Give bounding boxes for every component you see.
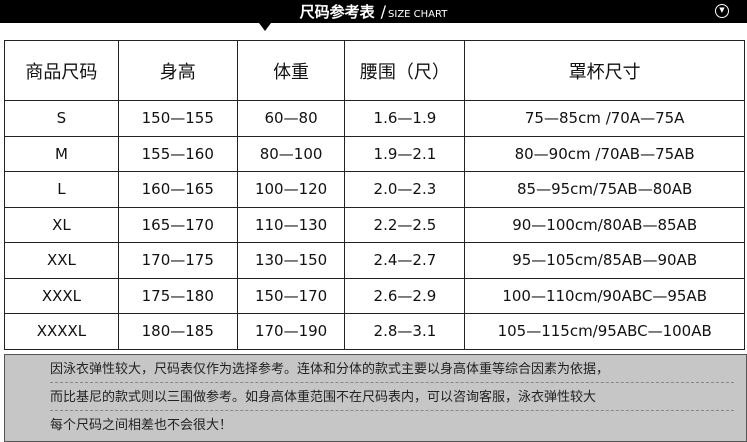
table-cell: S	[4, 100, 119, 137]
table-row: XXXXL 180—185 170—190 2.8—3.1 105—115cm/95AB…	[4, 313, 745, 350]
table-row: XXXL 175—180 150—170 2.6—2.9 100—110cm/90ABC…	[4, 277, 745, 314]
column-header: 腰围（尺）	[344, 40, 466, 101]
page-subtitle: SIZE CHART	[388, 9, 448, 20]
table-cell: 100—120	[236, 171, 346, 208]
note-line: 而比基尼的款式则以三围做参考。如身高体重范围不在尺码表内，可以咨询客服，泳衣弹性…	[50, 383, 734, 411]
table-cell: L	[4, 171, 119, 208]
column-header: 罩杯尺寸	[464, 40, 745, 101]
table-cell: 85—95cm/75AB—80AB	[464, 171, 745, 208]
page-title: 尺码参考表	[299, 3, 375, 21]
table-row: XL 165—170 110—130 2.2—2.5 90—100cm/80AB—85A…	[4, 206, 745, 243]
title-notch	[259, 23, 271, 31]
column-header: 体重	[236, 40, 346, 101]
table-cell: XXL	[4, 242, 119, 279]
table-cell: M	[4, 135, 119, 172]
table-cell: 165—170	[117, 206, 238, 243]
table-cell: 80—90cm /70AB—75AB	[464, 135, 745, 172]
table-cell: 2.2—2.5	[344, 206, 466, 243]
table-cell: 150—155	[117, 100, 238, 137]
table-cell: 1.9—2.1	[344, 135, 466, 172]
title-bar: 尺码参考表 / SIZE CHART	[0, 0, 747, 23]
table-cell: 2.8—3.1	[344, 313, 466, 350]
table-cell: 160—165	[117, 171, 238, 208]
table-cell: 100—110cm/90ABC—95AB	[464, 277, 745, 314]
table-cell: 110—130	[236, 206, 346, 243]
table-cell: 170—190	[236, 313, 346, 350]
table-cell: 95—105cm/85AB—90AB	[464, 242, 745, 279]
table-cell: 2.4—2.7	[344, 242, 466, 279]
table-row: S 150—155 60—80 1.6—1.9 75—85cm /70A—75A	[4, 100, 745, 137]
note-line: 每个尺码之间相差也不会很大！	[50, 418, 233, 433]
table-cell: 170—175	[117, 242, 238, 279]
table-row: L 160—165 100—120 2.0—2.3 85—95cm/75AB—80AB	[4, 171, 745, 208]
table-cell: 130—150	[236, 242, 346, 279]
chevron-down-circle-icon[interactable]: ▼	[715, 4, 729, 18]
table-cell: 90—100cm/80AB—85AB	[464, 206, 745, 243]
table-row: M 155—160 80—100 1.9—2.1 80—90cm /70AB—75AB	[4, 135, 745, 172]
table-cell: 105—115cm/95ABC—100AB	[464, 313, 745, 350]
column-header: 身高	[117, 40, 238, 101]
table-cell: 175—180	[117, 277, 238, 314]
table-cell: 1.6—1.9	[344, 100, 466, 137]
table-cell: 2.0—2.3	[344, 171, 466, 208]
table-cell: 180—185	[117, 313, 238, 350]
table-cell: 2.6—2.9	[344, 277, 466, 314]
table-cell: XXXXL	[4, 313, 119, 350]
table-cell: 75—85cm /70A—75A	[464, 100, 745, 137]
table-cell: 150—170	[236, 277, 346, 314]
title-slash: /	[380, 2, 387, 21]
table-cell: XXXL	[4, 277, 119, 314]
table-cell: 60—80	[236, 100, 346, 137]
size-table: 商品尺码 身高 体重 腰围（尺） 罩杯尺寸 S 150—155 60—80 1.6—1.9 75—…	[4, 40, 745, 350]
header-row: 商品尺码 身高 体重 腰围（尺） 罩杯尺寸	[4, 40, 745, 101]
table-cell: XL	[4, 206, 119, 243]
note-line: 因泳衣弹性较大，尺码表仅作为选择参考。连体和分体的款式主要以身高体重等综合因素为…	[50, 355, 734, 383]
column-header: 商品尺码	[4, 40, 119, 101]
table-row: XXL 170—175 130—150 2.4—2.7 95—105cm/85AB—90…	[4, 242, 745, 279]
table-cell: 155—160	[117, 135, 238, 172]
table-cell: 80—100	[236, 135, 346, 172]
size-note: 因泳衣弹性较大，尺码表仅作为选择参考。连体和分体的款式主要以身高体重等综合因素为…	[4, 354, 747, 442]
